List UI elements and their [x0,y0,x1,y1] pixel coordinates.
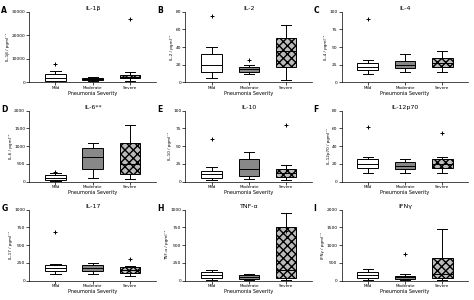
Text: D: D [1,105,8,114]
Title: TNF-α: TNF-α [239,204,258,209]
PathPatch shape [201,171,222,178]
PathPatch shape [395,276,415,279]
PathPatch shape [120,75,140,78]
PathPatch shape [276,227,296,278]
Text: C: C [314,6,319,15]
PathPatch shape [238,275,259,279]
PathPatch shape [238,68,259,72]
Text: E: E [157,105,163,114]
Title: IL-10: IL-10 [241,105,256,110]
Text: G: G [1,204,8,213]
X-axis label: Pneumonia Severity: Pneumonia Severity [68,91,118,96]
PathPatch shape [432,159,453,168]
PathPatch shape [357,272,378,278]
Y-axis label: IL-10 / pgml⁻¹: IL-10 / pgml⁻¹ [168,132,172,160]
Title: IL-12p70: IL-12p70 [392,105,419,110]
Title: IL-6**: IL-6** [84,105,101,110]
X-axis label: Pneumonia Severity: Pneumonia Severity [68,290,118,294]
Text: I: I [314,204,317,213]
PathPatch shape [120,268,140,273]
Y-axis label: IL-2 / pgml⁻¹: IL-2 / pgml⁻¹ [171,34,174,60]
Y-axis label: IL-4 / pgml⁻¹: IL-4 / pgml⁻¹ [324,34,328,60]
PathPatch shape [395,61,415,68]
PathPatch shape [45,266,66,271]
Text: H: H [157,204,164,213]
Y-axis label: IFNγ / pgml⁻¹: IFNγ / pgml⁻¹ [321,232,325,259]
Y-axis label: TNF-α / pgml⁻¹: TNF-α / pgml⁻¹ [165,230,169,260]
PathPatch shape [82,266,103,271]
PathPatch shape [45,175,66,180]
PathPatch shape [432,258,453,278]
PathPatch shape [82,148,103,169]
Title: IL-2: IL-2 [243,6,255,10]
Text: A: A [1,6,7,15]
PathPatch shape [120,142,140,174]
PathPatch shape [82,78,103,80]
PathPatch shape [238,159,259,176]
PathPatch shape [357,63,378,70]
X-axis label: Pneumonia Severity: Pneumonia Severity [224,290,273,294]
PathPatch shape [201,54,222,72]
Title: IFNγ: IFNγ [398,204,412,209]
X-axis label: Pneumonia Severity: Pneumonia Severity [381,190,429,195]
PathPatch shape [201,272,222,278]
PathPatch shape [395,162,415,169]
X-axis label: Pneumonia Severity: Pneumonia Severity [381,91,429,96]
X-axis label: Pneumonia Severity: Pneumonia Severity [224,190,273,195]
X-axis label: Pneumonia Severity: Pneumonia Severity [224,91,273,96]
Y-axis label: IL-12p70 / pgml⁻¹: IL-12p70 / pgml⁻¹ [327,128,330,164]
PathPatch shape [357,159,378,168]
Y-axis label: IL-17 / pgml⁻¹: IL-17 / pgml⁻¹ [9,231,13,259]
Text: F: F [314,105,319,114]
X-axis label: Pneumonia Severity: Pneumonia Severity [68,190,118,195]
Y-axis label: IL-1β / pgml⁻¹: IL-1β / pgml⁻¹ [6,33,10,61]
Y-axis label: IL-6 / pgml⁻¹: IL-6 / pgml⁻¹ [9,134,13,159]
Text: B: B [157,6,164,15]
PathPatch shape [276,38,296,67]
PathPatch shape [45,74,66,81]
Title: IL-17: IL-17 [85,204,100,209]
Title: IL-1β: IL-1β [85,6,100,10]
PathPatch shape [276,169,296,177]
Title: IL-4: IL-4 [399,6,411,10]
X-axis label: Pneumonia Severity: Pneumonia Severity [381,290,429,294]
PathPatch shape [432,58,453,67]
